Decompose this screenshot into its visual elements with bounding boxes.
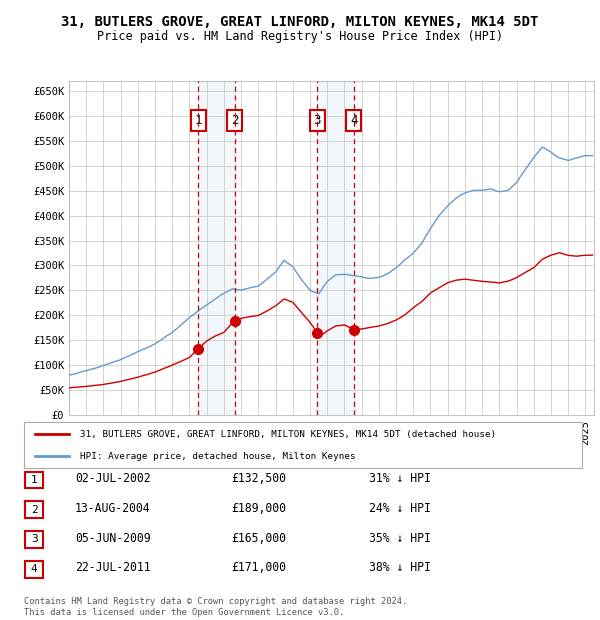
Text: 31, BUTLERS GROVE, GREAT LINFORD, MILTON KEYNES, MK14 5DT: 31, BUTLERS GROVE, GREAT LINFORD, MILTON… — [61, 16, 539, 30]
Bar — [198, 81, 235, 415]
Text: 3: 3 — [313, 114, 321, 127]
Text: 24% ↓ HPI: 24% ↓ HPI — [369, 502, 431, 515]
Text: HPI: Average price, detached house, Milton Keynes: HPI: Average price, detached house, Milt… — [80, 452, 355, 461]
Text: 02-JUL-2002: 02-JUL-2002 — [75, 472, 151, 485]
Text: Contains HM Land Registry data © Crown copyright and database right 2024.
This d: Contains HM Land Registry data © Crown c… — [24, 598, 407, 617]
Text: 1: 1 — [31, 475, 38, 485]
Text: 13-AUG-2004: 13-AUG-2004 — [75, 502, 151, 515]
Text: 31% ↓ HPI: 31% ↓ HPI — [369, 472, 431, 485]
Text: 4: 4 — [350, 114, 358, 127]
Text: £171,000: £171,000 — [231, 562, 286, 574]
Text: 35% ↓ HPI: 35% ↓ HPI — [369, 532, 431, 544]
Text: 2: 2 — [231, 114, 238, 127]
Text: 2: 2 — [31, 505, 38, 515]
Text: 31, BUTLERS GROVE, GREAT LINFORD, MILTON KEYNES, MK14 5DT (detached house): 31, BUTLERS GROVE, GREAT LINFORD, MILTON… — [80, 430, 496, 439]
Bar — [317, 81, 354, 415]
Text: Price paid vs. HM Land Registry's House Price Index (HPI): Price paid vs. HM Land Registry's House … — [97, 30, 503, 43]
Text: 22-JUL-2011: 22-JUL-2011 — [75, 562, 151, 574]
Text: £189,000: £189,000 — [231, 502, 286, 515]
Text: 38% ↓ HPI: 38% ↓ HPI — [369, 562, 431, 574]
Text: 05-JUN-2009: 05-JUN-2009 — [75, 532, 151, 544]
Text: £165,000: £165,000 — [231, 532, 286, 544]
Text: 1: 1 — [194, 114, 202, 127]
Text: £132,500: £132,500 — [231, 472, 286, 485]
Text: 3: 3 — [31, 534, 38, 544]
Text: 4: 4 — [31, 564, 38, 574]
